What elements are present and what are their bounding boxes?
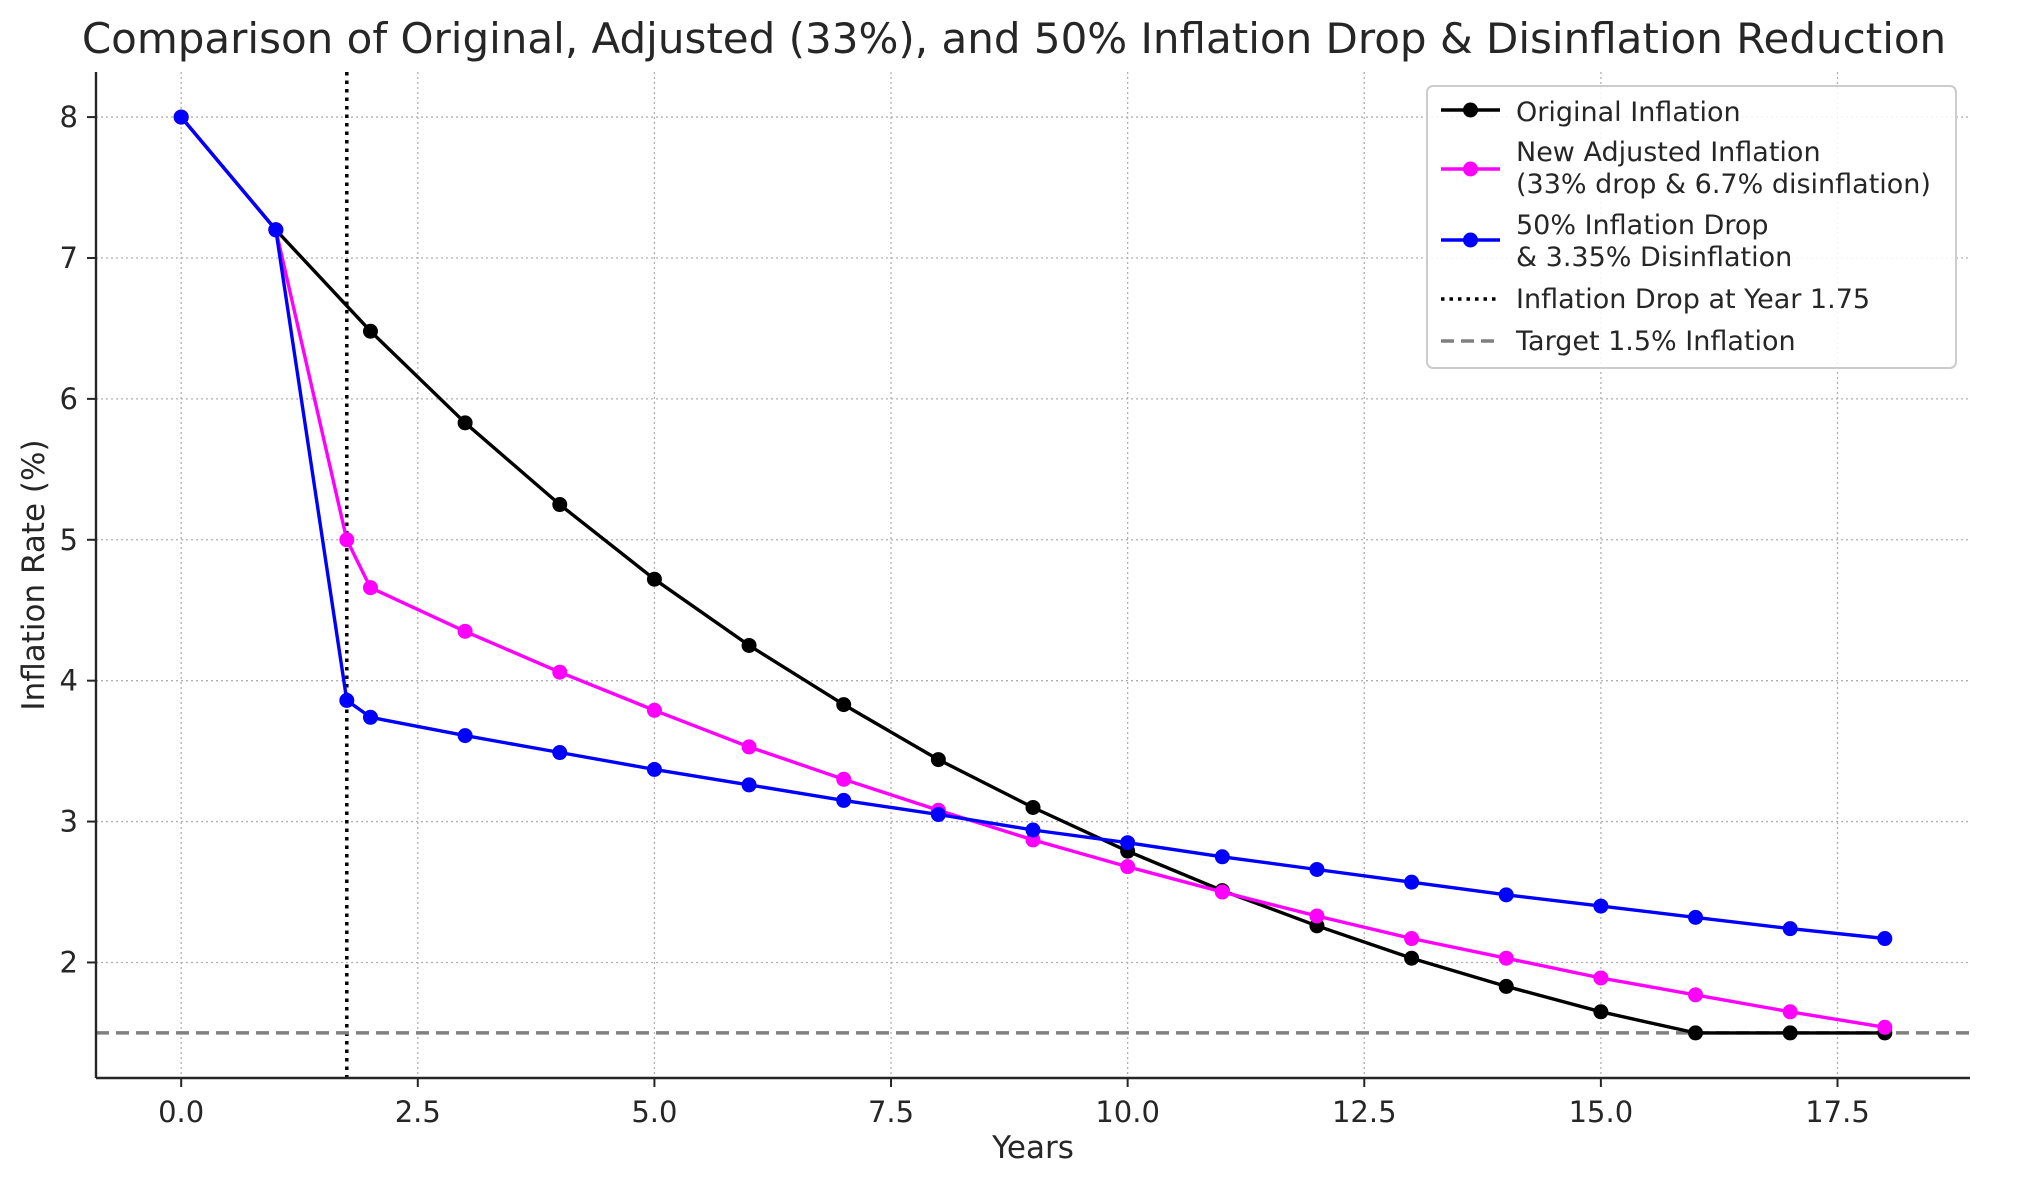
y-tick-label: 5	[60, 523, 78, 557]
fifty-percent-drop-point	[836, 792, 852, 808]
fifty-percent-drop-point	[1782, 921, 1798, 937]
fifty-percent-drop-point	[1877, 931, 1893, 947]
plot-frame	[94, 72, 1970, 1080]
fifty-percent-drop-point	[339, 692, 355, 708]
original-inflation-point	[362, 323, 378, 339]
original-inflation-point	[1688, 1025, 1704, 1041]
x-tick-label: 17.5	[1805, 1095, 1870, 1129]
legend-label: & 3.35% Disinflation	[1516, 242, 1792, 273]
original-inflation-point	[930, 752, 946, 768]
legend-target-line: Target 1.5% Inflation	[1441, 326, 1796, 357]
adjusted-inflation-point	[1688, 987, 1704, 1003]
x-tick-label: 0.0	[158, 1095, 204, 1129]
x-tick-label: 7.5	[868, 1095, 914, 1129]
fifty-percent-drop-point	[1309, 861, 1325, 877]
y-axis-label: Inflation Rate (%)	[16, 439, 52, 710]
adjusted-inflation-point	[1877, 1019, 1893, 1035]
fifty-percent-drop-point	[1498, 887, 1514, 903]
x-axis-ticks: 0.0 2.5 5.0 7.5 10.0 12.5 15.0 17.5	[158, 1078, 1870, 1129]
y-tick-label: 7	[60, 241, 78, 275]
fifty-percent-drop-point	[457, 728, 473, 744]
legend-label: New Adjusted Inflation	[1516, 137, 1821, 168]
fifty-percent-drop-point	[741, 777, 757, 793]
fifty-percent-drop-point	[362, 709, 378, 725]
grid-lines	[96, 72, 1970, 1078]
legend-label: (33% drop & 6.7% disinflation)	[1516, 169, 1931, 200]
original-inflation-point	[646, 571, 662, 587]
original-inflation-point	[1498, 978, 1514, 994]
fifty-percent-drop-point	[1593, 898, 1609, 914]
legend-marker	[1463, 161, 1478, 177]
fifty-percent-drop-point	[1120, 835, 1136, 851]
y-axis-ticks: 2 3 4 5 6 7 8	[60, 100, 96, 979]
legend-label: Target 1.5% Inflation	[1515, 326, 1796, 357]
x-tick-label: 5.0	[631, 1095, 677, 1129]
adjusted-inflation-point	[1782, 1004, 1798, 1020]
adjusted-inflation-point	[362, 580, 378, 596]
legend: Original Inflation New Adjusted Inflation…	[1426, 85, 1957, 369]
adjusted-inflation-point	[1214, 884, 1230, 900]
adjusted-inflation-point	[552, 664, 568, 680]
adjusted-inflation-point	[1309, 908, 1325, 924]
series-fifty-percent-drop	[173, 109, 1893, 947]
original-inflation-point	[1025, 799, 1041, 815]
original-inflation-point	[741, 637, 757, 653]
reference-lines	[96, 72, 1970, 1078]
fifty-percent-drop-point	[1214, 849, 1230, 865]
legend-label: 50% Inflation Drop	[1516, 210, 1768, 241]
fifty-percent-drop-point	[173, 109, 189, 125]
fifty-percent-drop-point	[268, 222, 284, 238]
legend-label: Inflation Drop at Year 1.75	[1516, 284, 1870, 315]
adjusted-inflation-point	[836, 771, 852, 787]
fifty-percent-drop-line	[179, 116, 1885, 941]
fifty-percent-drop-point	[552, 745, 568, 761]
original-inflation-point	[1593, 1004, 1609, 1020]
legend-box	[1426, 85, 1957, 369]
adjusted-inflation-point	[339, 532, 355, 548]
chart-title: Comparison of Original, Adjusted (33%), …	[82, 14, 1946, 63]
adjusted-inflation-line	[179, 116, 1886, 1029]
x-tick-label: 2.5	[395, 1095, 441, 1129]
original-inflation-point	[1782, 1025, 1798, 1041]
adjusted-inflation-point	[741, 739, 757, 755]
legend-fifty-percent-drop: 50% Inflation Drop& 3.35% Disinflation	[1441, 210, 1792, 273]
legend-inflation-drop-line: Inflation Drop at Year 1.75	[1441, 284, 1870, 315]
adjusted-inflation-point	[1593, 970, 1609, 986]
x-tick-label: 12.5	[1332, 1095, 1397, 1129]
x-axis-label: Years	[991, 1130, 1074, 1166]
adjusted-inflation-point	[1120, 859, 1136, 875]
data-series	[173, 109, 1893, 1041]
y-tick-label: 8	[60, 100, 78, 134]
original-inflation-point	[552, 497, 568, 513]
legend-label: Original Inflation	[1516, 97, 1741, 128]
legend-adjusted-inflation: New Adjusted Inflation(33% drop & 6.7% d…	[1441, 137, 1931, 200]
legend-marker	[1463, 232, 1478, 248]
x-tick-label: 10.0	[1095, 1095, 1160, 1129]
adjusted-inflation-point	[457, 623, 473, 639]
original-inflation-point	[457, 415, 473, 431]
y-tick-label: 4	[60, 664, 78, 698]
legend-original-inflation: Original Inflation	[1441, 97, 1741, 128]
fifty-percent-drop-point	[646, 761, 662, 777]
fifty-percent-drop-point	[930, 807, 946, 823]
x-tick-label: 15.0	[1569, 1095, 1634, 1129]
legend-marker	[1463, 102, 1478, 118]
y-tick-label: 6	[60, 382, 78, 416]
y-tick-label: 2	[60, 945, 78, 979]
fifty-percent-drop-point	[1025, 822, 1041, 838]
original-inflation-point	[836, 697, 852, 713]
original-inflation-point	[1404, 950, 1420, 966]
fifty-percent-drop-point	[1404, 874, 1420, 890]
adjusted-inflation-point	[1498, 950, 1514, 966]
adjusted-inflation-point	[646, 702, 662, 718]
fifty-percent-drop-point	[1688, 909, 1704, 925]
adjusted-inflation-point	[1404, 931, 1420, 947]
y-tick-label: 3	[60, 805, 78, 839]
